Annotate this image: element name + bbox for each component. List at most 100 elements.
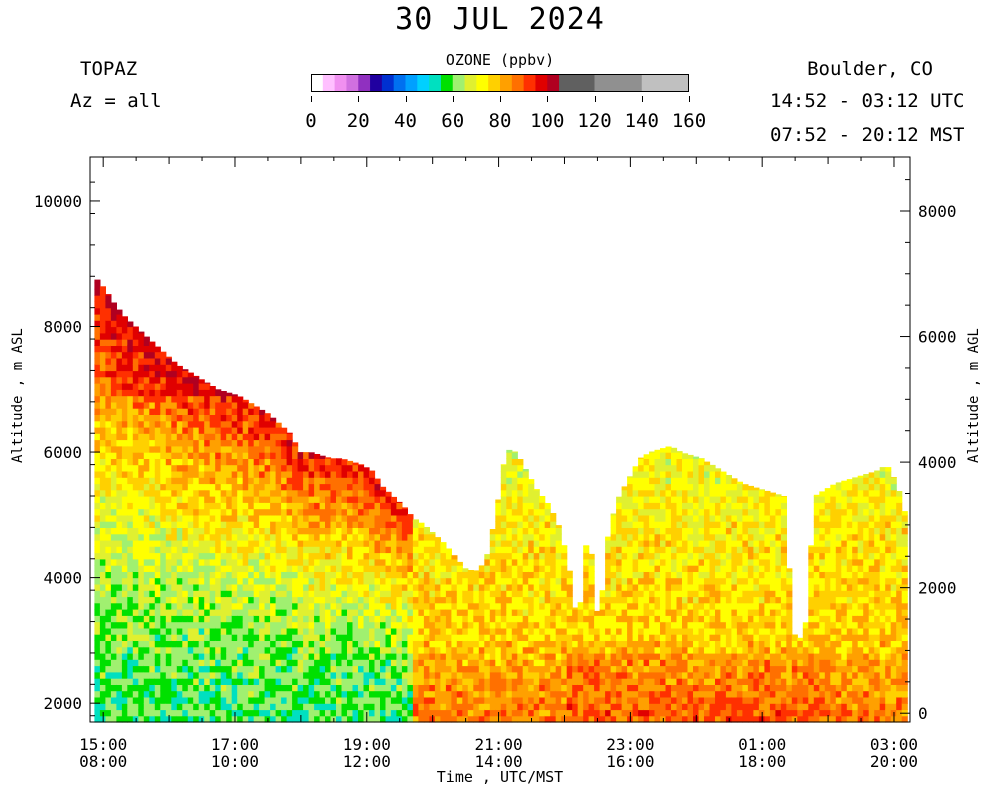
ozone-cell	[434, 715, 441, 723]
ozone-cell	[478, 590, 485, 598]
ozone-cell	[610, 602, 617, 610]
ozone-cell	[500, 508, 507, 516]
ozone-cell	[99, 426, 106, 434]
ozone-cell	[292, 640, 299, 648]
ozone-cell	[473, 652, 480, 660]
ozone-cell	[566, 690, 573, 698]
ozone-cell	[116, 458, 123, 466]
ozone-cell	[182, 383, 189, 390]
ozone-cell	[445, 590, 452, 598]
ozone-cell	[116, 320, 123, 328]
ozone-cell	[281, 602, 288, 610]
ozone-cell	[132, 552, 139, 560]
ozone-cell	[599, 703, 606, 711]
ozone-cell	[242, 703, 249, 711]
ozone-cell	[561, 558, 568, 566]
ozone-cell	[341, 665, 348, 673]
ozone-cell	[110, 539, 117, 547]
ozone-cell	[693, 627, 700, 635]
ozone-cell	[242, 709, 249, 717]
ozone-cell	[253, 596, 260, 604]
ozone-cell	[511, 577, 518, 585]
ozone-cell	[566, 684, 573, 692]
ozone-cell	[314, 514, 321, 522]
ozone-cell	[649, 652, 656, 660]
ozone-cell	[270, 426, 277, 434]
ozone-cell	[616, 640, 623, 648]
ozone-cell	[275, 659, 282, 667]
ozone-cell	[209, 678, 216, 685]
ozone-cell	[533, 665, 540, 673]
ozone-cell	[704, 659, 711, 667]
ozone-cell	[171, 445, 178, 453]
ozone-cell	[132, 546, 139, 554]
ozone-cell	[418, 715, 425, 723]
ozone-cell	[253, 634, 260, 641]
ozone-cell	[632, 533, 639, 541]
ozone-cell	[105, 684, 112, 692]
ozone-cell	[484, 703, 491, 711]
ozone-cell	[138, 439, 145, 447]
ozone-cell	[533, 552, 540, 560]
ozone-cell	[204, 539, 211, 547]
ozone-cell	[209, 565, 216, 572]
ozone-cell	[418, 652, 425, 660]
ozone-cell	[319, 602, 326, 610]
ozone-cell	[292, 609, 299, 616]
ozone-cell	[588, 634, 595, 641]
ozone-cell	[643, 590, 650, 598]
ozone-cell	[621, 489, 628, 497]
ozone-cell	[116, 690, 123, 698]
ozone-cell	[484, 571, 491, 579]
ozone-cell	[154, 508, 161, 516]
ozone-cell	[363, 583, 370, 591]
ozone-cell	[528, 590, 535, 598]
ozone-cell	[533, 558, 540, 566]
ozone-cell	[110, 496, 117, 503]
ozone-cell	[566, 577, 573, 585]
ozone-cell	[715, 684, 722, 692]
ozone-cell	[489, 583, 496, 591]
ozone-cell	[187, 514, 194, 522]
ozone-cell	[671, 470, 678, 478]
ozone-cell	[182, 489, 189, 497]
ozone-cell	[676, 577, 683, 585]
ozone-cell	[182, 401, 189, 409]
ozone-cell	[325, 659, 332, 667]
ozone-cell	[116, 684, 123, 692]
ozone-cell	[467, 690, 474, 698]
ozone-cell	[682, 665, 689, 673]
ozone-cell	[358, 558, 365, 566]
ozone-cell	[275, 696, 282, 704]
ozone-cell	[308, 634, 315, 641]
ozone-cell	[517, 477, 524, 485]
ozone-cell	[412, 571, 419, 579]
ozone-cell	[99, 696, 106, 704]
ozone-cell	[248, 696, 255, 704]
ozone-cell	[412, 583, 419, 591]
ozone-cell	[308, 514, 315, 522]
ozone-cell	[286, 539, 293, 547]
ozone-cell	[259, 496, 266, 503]
ozone-cell	[325, 464, 332, 472]
ozone-cell	[182, 583, 189, 591]
ozone-cell	[693, 514, 700, 522]
ozone-cell	[121, 489, 128, 497]
ozone-cell	[440, 615, 447, 623]
ozone-cell	[121, 383, 128, 390]
ozone-cell	[671, 565, 678, 572]
ozone-cell	[522, 508, 529, 516]
ozone-cell	[715, 665, 722, 673]
ozone-cell	[341, 577, 348, 585]
ozone-cell	[314, 665, 321, 673]
ozone-cell	[341, 459, 348, 466]
ozone-cell	[544, 596, 551, 604]
ozone-cell	[671, 483, 678, 491]
ozone-cell	[643, 454, 650, 459]
ozone-cell	[715, 558, 722, 566]
ozone-cell	[489, 615, 496, 623]
ozone-cell	[105, 659, 112, 667]
ozone-cell	[149, 577, 156, 585]
ozone-cell	[358, 615, 365, 623]
ozone-cell	[165, 678, 172, 685]
